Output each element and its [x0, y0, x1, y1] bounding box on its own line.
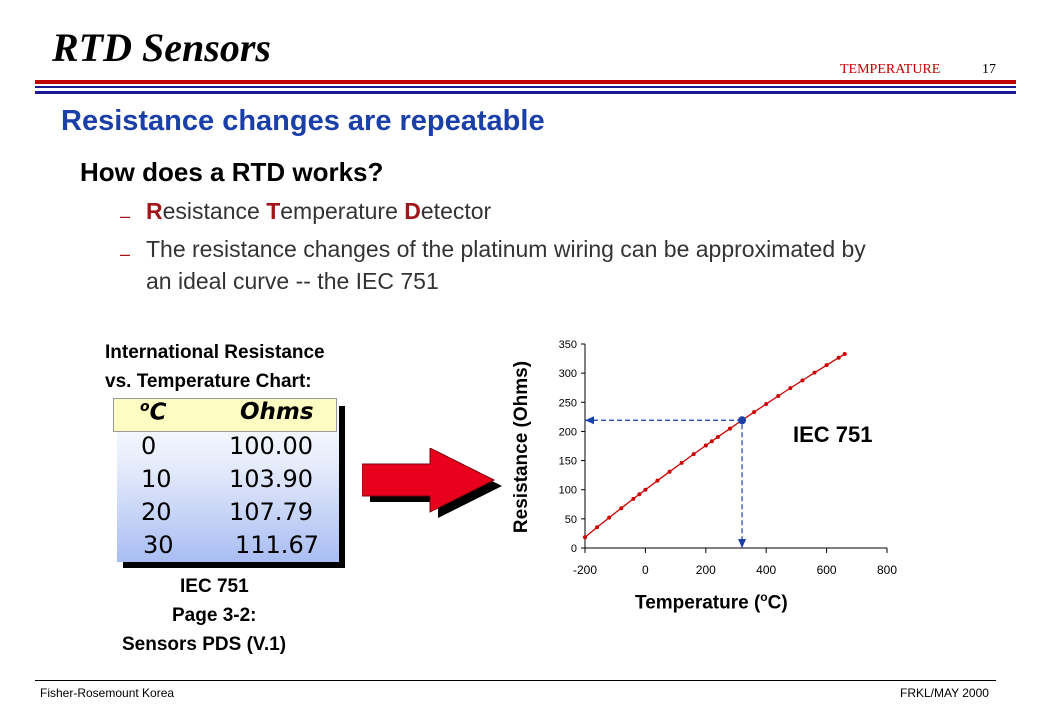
- y-tick-label: 0: [571, 543, 577, 555]
- x-tick-label: -200: [573, 563, 597, 577]
- data-point: [842, 352, 847, 357]
- footer-date: FRKL/MAY 2000: [900, 686, 989, 700]
- data-point: [709, 439, 714, 444]
- table-cell-temp: 20: [141, 498, 172, 526]
- y-tick-label: 100: [559, 485, 577, 497]
- table-cell-temp: 30: [143, 531, 174, 559]
- table-cell-temp: 10: [141, 465, 172, 493]
- header-rule-red: [35, 80, 1016, 84]
- y-tick-label: 250: [559, 397, 577, 409]
- table-reference-line3: Sensors PDS (V.1): [122, 634, 287, 655]
- data-point: [631, 496, 636, 501]
- data-point: [703, 443, 708, 448]
- footer-rule: [35, 680, 996, 681]
- main-question: How does a RTD works?: [80, 157, 384, 187]
- header-rule-blue-thin: [35, 86, 1016, 88]
- initial-t: T: [266, 198, 281, 224]
- bullet-iec-line1: The resistance changes of the platinum w…: [146, 236, 866, 262]
- word-detector-rest: etector: [420, 198, 492, 224]
- table-cell-ohms: 111.67: [235, 531, 319, 559]
- x-tick-label: 200: [696, 563, 716, 577]
- chart-annotation: IEC 751: [793, 422, 873, 447]
- right-arrow-icon: [362, 448, 502, 518]
- data-point: [595, 525, 600, 530]
- y-tick-label: 350: [559, 339, 577, 351]
- y-tick-label: 50: [565, 514, 577, 526]
- word-resistance-rest: esistance: [162, 198, 267, 224]
- table-header: oC Ohms: [113, 398, 337, 432]
- y-tick-label: 150: [559, 456, 577, 468]
- footer-company: Fisher-Rosemount Korea: [40, 686, 175, 700]
- data-point: [788, 386, 793, 391]
- slide-title: RTD Sensors: [52, 25, 271, 70]
- chart-x-label: Temperature (oC): [635, 590, 788, 614]
- chart-axes: 0 50 100 150 200 250 300 350 -200 0 200 400 600 800: [559, 339, 898, 577]
- table-cell-ohms: 100.00: [229, 432, 313, 460]
- y-tick-label: 300: [559, 368, 577, 380]
- table-caption-line1: International Resistance: [105, 342, 325, 363]
- highlight-point: [738, 416, 747, 425]
- data-point: [727, 426, 732, 431]
- resistance-table: oC Ohms 0 100.00 10 103.90 20 107.79 30 …: [113, 398, 339, 562]
- initial-d: D: [404, 198, 421, 224]
- page-number: 17: [982, 62, 996, 77]
- data-point: [667, 469, 672, 474]
- data-point: [752, 410, 757, 415]
- table-reference-line1: IEC 751: [180, 576, 249, 597]
- data-point: [679, 460, 684, 465]
- bullet-rtd-definition: Resistance Temperature Detector: [146, 198, 491, 225]
- data-point: [764, 401, 769, 406]
- bullet-dash: –: [120, 244, 131, 264]
- x-tick-label: 400: [756, 563, 776, 577]
- data-point: [715, 434, 720, 439]
- header-rule-blue-thick: [35, 91, 1016, 94]
- bullet-iec-line2: an ideal curve -- the IEC 751: [146, 268, 439, 294]
- table-cell-ohms: 107.79: [229, 498, 313, 526]
- y-tick-label: 200: [559, 426, 577, 438]
- col-celsius-header: oC: [140, 399, 167, 426]
- section-label: TEMPERATURE: [840, 62, 941, 77]
- data-point: [800, 378, 805, 383]
- data-point: [836, 355, 841, 360]
- x-tick-label: 600: [817, 563, 837, 577]
- data-point: [619, 506, 624, 511]
- slide-subtitle: Resistance changes are repeatable: [61, 105, 545, 137]
- chart-guides: [585, 416, 747, 548]
- table-reference-line2: Page 3-2:: [172, 605, 257, 626]
- x-tick-label: 800: [877, 563, 897, 577]
- col-ohms-header: Ohms: [240, 399, 314, 425]
- iec751-chart: 0 50 100 150 200 250 300 350 -200 0 200 400 600 800: [559, 339, 898, 577]
- data-point: [655, 478, 660, 483]
- table-cell-temp: 0: [141, 432, 157, 460]
- x-tick-label: 0: [642, 563, 649, 577]
- guide-arrowhead-down: [738, 539, 747, 548]
- word-temperature-rest: emperature: [280, 198, 405, 224]
- data-point: [824, 363, 829, 368]
- table-caption-line2: vs. Temperature Chart:: [105, 371, 312, 392]
- data-point: [583, 535, 587, 540]
- data-point: [776, 393, 781, 398]
- data-point: [607, 515, 612, 520]
- data-point: [691, 452, 696, 457]
- guide-arrowhead-left: [585, 416, 594, 425]
- chart-y-label: Resistance (Ohms): [511, 360, 532, 534]
- table-cell-ohms: 103.90: [229, 465, 313, 493]
- data-point: [643, 487, 648, 492]
- initial-r: R: [146, 198, 163, 224]
- chart-series: [583, 352, 847, 540]
- bullet-dash: –: [120, 206, 131, 226]
- data-point: [812, 370, 817, 375]
- data-point: [637, 492, 642, 497]
